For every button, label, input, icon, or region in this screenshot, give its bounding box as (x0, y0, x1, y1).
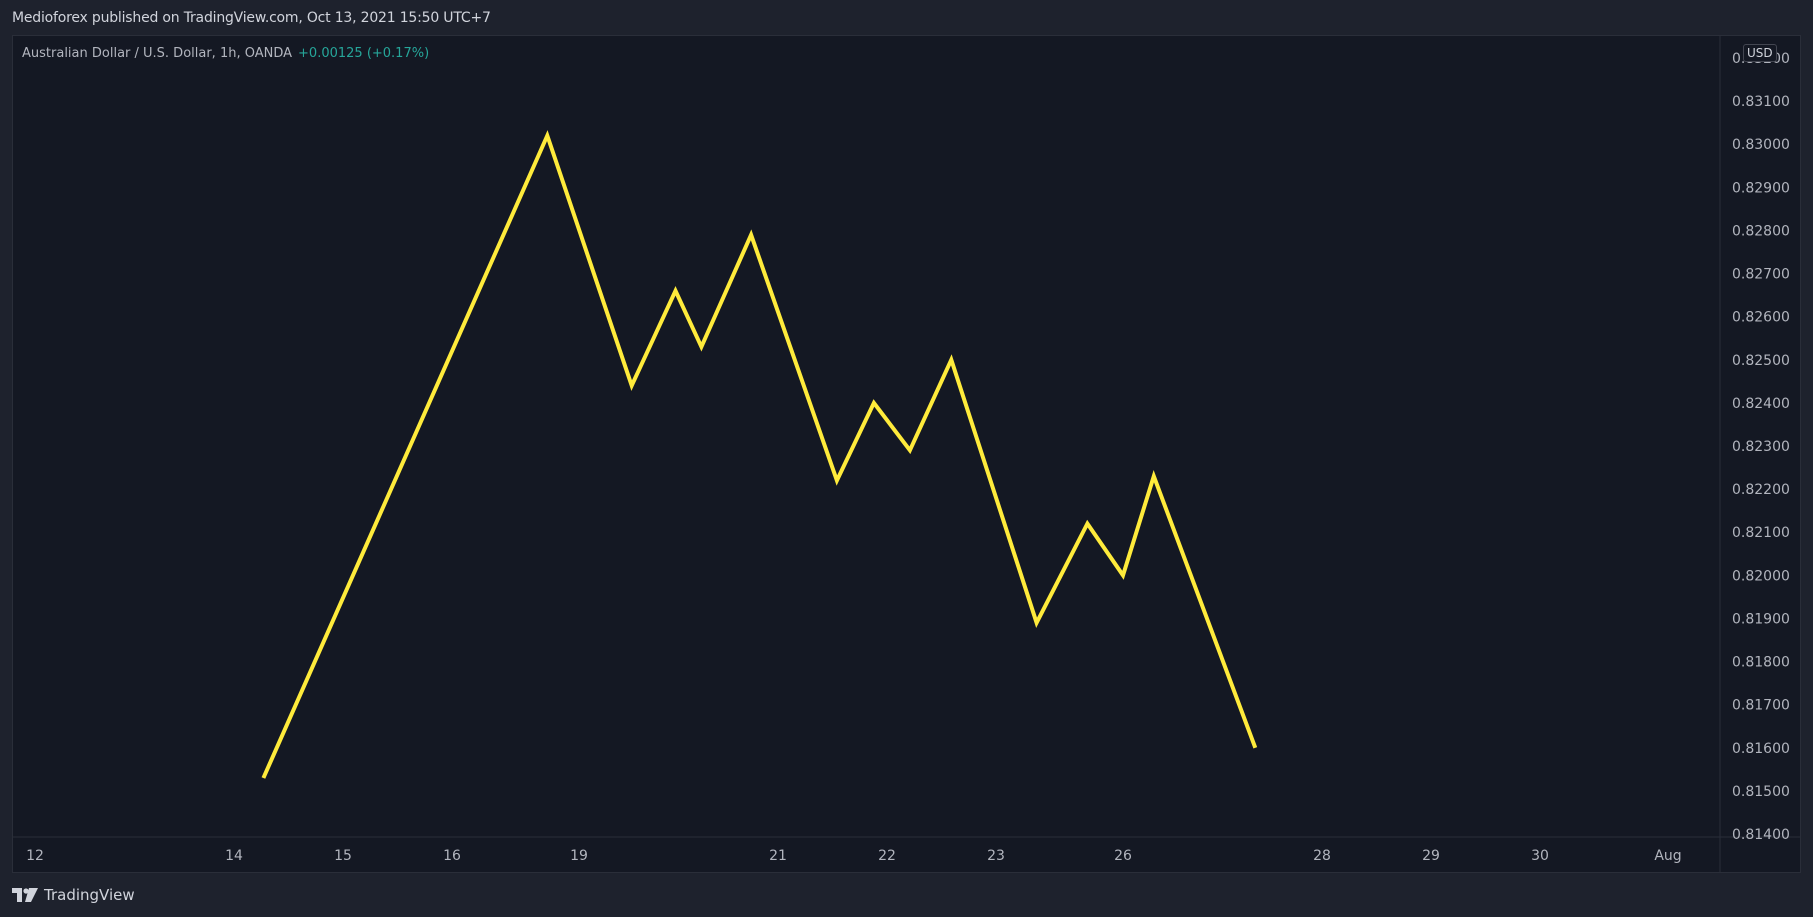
price-tick-label: 0.82300 (1732, 439, 1790, 455)
price-tick-label: 0.83100 (1732, 94, 1790, 110)
price-tick-label: 0.83000 (1732, 137, 1790, 153)
currency-badge[interactable]: USD (1743, 44, 1777, 62)
price-tick-label: 0.82800 (1732, 223, 1790, 239)
time-axis[interactable]: 12 14 15 16 19 21 22 23 26 28 29 30 Aug (26, 848, 1682, 864)
symbol-legend[interactable]: Australian Dollar / U.S. Dollar, 1h, OAN… (22, 46, 429, 61)
time-tick-label: 19 (570, 848, 588, 864)
time-tick-label: 12 (26, 848, 44, 864)
footer-brand[interactable]: TradingView (12, 886, 135, 904)
price-tick-label: 0.82600 (1732, 310, 1790, 326)
time-tick-label: 29 (1422, 848, 1440, 864)
price-axis[interactable]: 0.832000.831000.830000.829000.828000.827… (1732, 51, 1790, 843)
price-tick-label: 0.81600 (1732, 741, 1790, 757)
price-tick-label: 0.82700 (1732, 267, 1790, 283)
price-tick-label: 0.82400 (1732, 396, 1790, 412)
footer-brand-label: TradingView (44, 886, 135, 904)
price-tick-label: 0.82000 (1732, 568, 1790, 584)
price-tick-label: 0.81700 (1732, 698, 1790, 714)
price-tick-label: 0.81900 (1732, 611, 1790, 627)
series-layer (261, 130, 1258, 779)
price-tick-label: 0.82100 (1732, 525, 1790, 541)
price-tick-label: 0.82500 (1732, 353, 1790, 369)
tradingview-logo-icon (12, 888, 38, 902)
price-tick-label: 0.81400 (1732, 827, 1790, 843)
price-tick-label: 0.81800 (1732, 655, 1790, 671)
price-tick-label: 0.82900 (1732, 180, 1790, 196)
time-tick-label: 14 (225, 848, 243, 864)
time-tick-label: 21 (769, 848, 787, 864)
time-tick-label: 28 (1313, 848, 1331, 864)
price-tick-label: 0.81500 (1732, 784, 1790, 800)
time-tick-label: 22 (878, 848, 896, 864)
publisher-header: Medioforex published on TradingView.com,… (12, 10, 491, 26)
time-tick-label: 23 (987, 848, 1005, 864)
price-line-series[interactable] (261, 130, 1258, 779)
symbol-title: Australian Dollar / U.S. Dollar, 1h, OAN… (22, 46, 293, 61)
price-tick-label: 0.82200 (1732, 482, 1790, 498)
time-tick-label: 30 (1531, 848, 1549, 864)
time-tick-label: 15 (334, 848, 352, 864)
time-tick-label: 26 (1114, 848, 1132, 864)
time-tick-label: 16 (443, 848, 461, 864)
time-tick-label: Aug (1654, 848, 1681, 864)
chart-pane[interactable] (12, 35, 1801, 873)
price-change: +0.00125 (+0.17%) (298, 46, 430, 61)
